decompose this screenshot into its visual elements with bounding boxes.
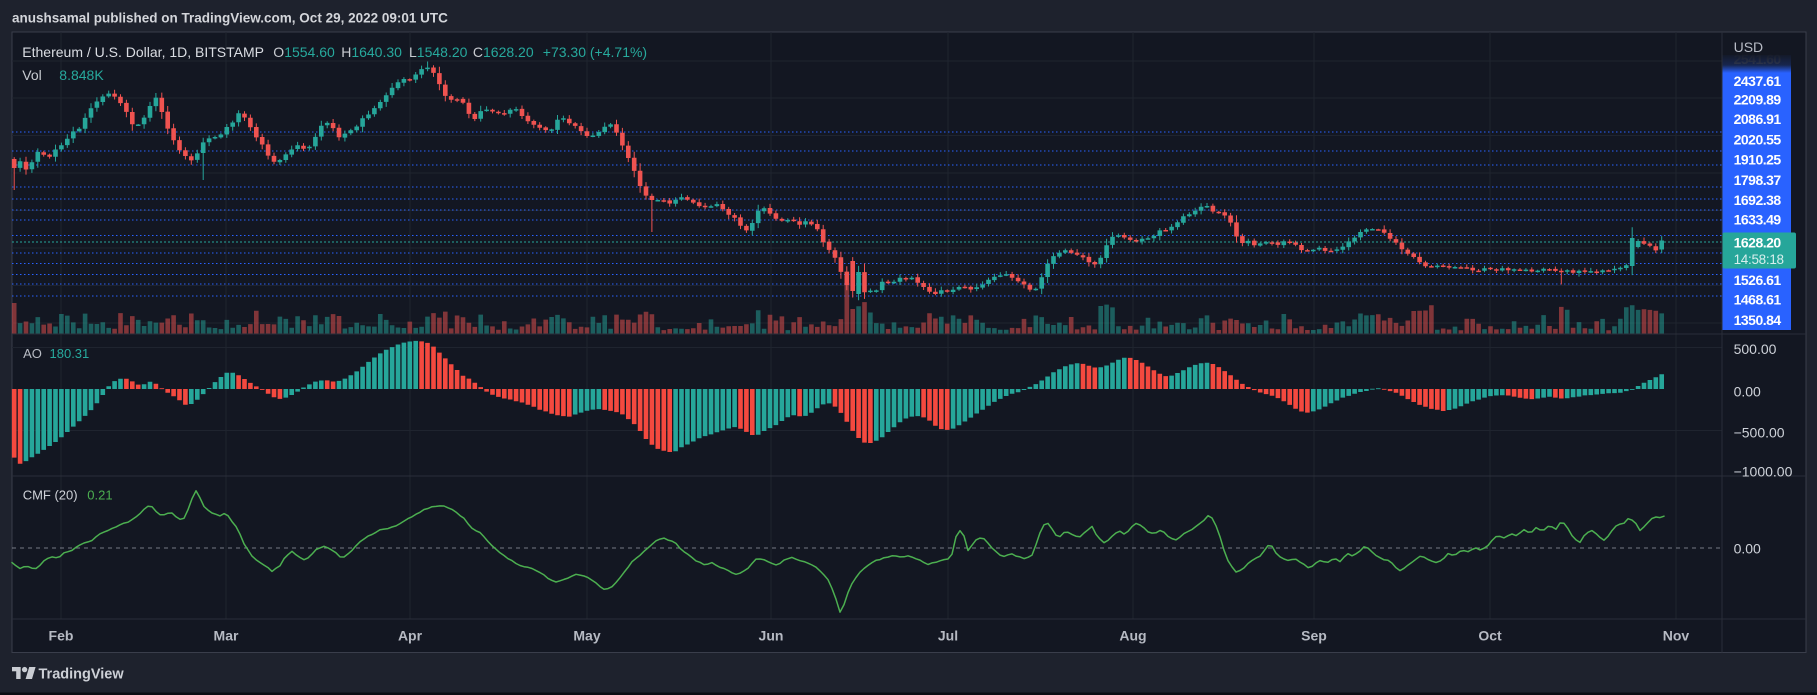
svg-text:Jun: Jun (759, 628, 784, 644)
svg-text:500.00: 500.00 (1734, 341, 1777, 357)
svg-text:Mar: Mar (214, 628, 239, 644)
svg-text:0.00: 0.00 (1734, 383, 1761, 399)
svg-text:USD: USD (1734, 39, 1764, 55)
svg-text:Vol: Vol (22, 67, 41, 83)
svg-text:1692.38: 1692.38 (1734, 192, 1782, 208)
svg-text:1350.84: 1350.84 (1734, 312, 1782, 328)
svg-text:8.848K: 8.848K (59, 67, 104, 83)
svg-text:14:58:18: 14:58:18 (1734, 252, 1784, 267)
svg-text:Nov: Nov (1663, 628, 1690, 644)
svg-text:180.31: 180.31 (50, 346, 90, 361)
svg-text:TradingView: TradingView (39, 667, 125, 683)
svg-text:O1554.60: O1554.60 (273, 44, 335, 60)
svg-text:L1548.20: L1548.20 (409, 44, 468, 60)
svg-text:−1000.00: −1000.00 (1734, 463, 1793, 479)
svg-text:anushsamal published on Tradin: anushsamal published on TradingView.com,… (12, 10, 448, 25)
svg-text:CMF (20): CMF (20) (23, 488, 78, 503)
svg-text:Sep: Sep (1301, 628, 1327, 644)
svg-text:2086.91: 2086.91 (1734, 111, 1782, 127)
svg-text:Oct: Oct (1478, 628, 1502, 644)
svg-text:H1640.30: H1640.30 (341, 44, 402, 60)
svg-text:2209.89: 2209.89 (1734, 91, 1782, 107)
svg-text:Feb: Feb (49, 628, 74, 644)
svg-text:1526.61: 1526.61 (1734, 272, 1782, 288)
svg-text:1633.49: 1633.49 (1734, 211, 1782, 227)
svg-text:+73.30 (+4.71%): +73.30 (+4.71%) (543, 44, 647, 60)
svg-text:−500.00: −500.00 (1734, 424, 1785, 440)
svg-text:1910.25: 1910.25 (1734, 151, 1782, 167)
svg-text:Apr: Apr (398, 628, 423, 644)
svg-text:1798.37: 1798.37 (1734, 172, 1782, 188)
svg-text:Aug: Aug (1119, 628, 1146, 644)
svg-text:1468.61: 1468.61 (1734, 291, 1782, 307)
svg-text:Ethereum / U.S. Dollar, 1D, BI: Ethereum / U.S. Dollar, 1D, BITSTAMP (22, 44, 264, 60)
svg-text:C1628.20: C1628.20 (473, 44, 534, 60)
svg-text:Jul: Jul (938, 628, 958, 644)
svg-text:0.21: 0.21 (87, 488, 112, 503)
svg-text:May: May (573, 628, 600, 644)
svg-text:0.00: 0.00 (1734, 540, 1761, 556)
svg-text:AO: AO (23, 346, 42, 361)
svg-text:2020.55: 2020.55 (1734, 131, 1782, 147)
svg-text:2437.61: 2437.61 (1734, 73, 1782, 89)
svg-text:1628.20: 1628.20 (1734, 234, 1782, 250)
